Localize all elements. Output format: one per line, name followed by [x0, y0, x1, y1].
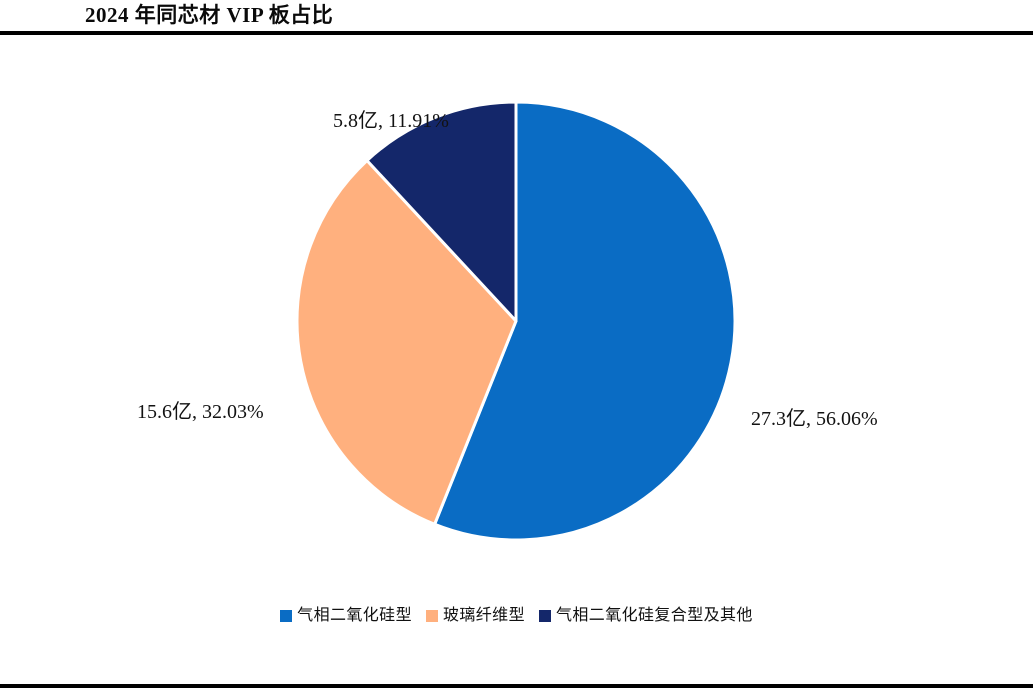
header-divider	[0, 31, 1033, 35]
data-label-slice-3: 5.8亿, 11.91%	[333, 110, 449, 132]
data-label-slice-2: 15.6亿, 32.03%	[137, 401, 264, 423]
legend-swatch-icon-2	[425, 610, 438, 622]
legend-item-2[interactable]: 玻璃纤维型	[425, 607, 525, 625]
pie-slice-2[interactable]	[295, 159, 518, 526]
pie-chart-svg	[295, 100, 737, 542]
legend-label-1: 气相二氧化硅型	[297, 607, 412, 624]
legend-item-3[interactable]: 气相二氧化硅复合型及其他	[539, 607, 753, 625]
data-label-slice-1: 27.3亿, 56.06%	[751, 408, 878, 430]
page-title: 2024 年同芯材 VIP 板占比	[85, 3, 334, 27]
legend-item-1[interactable]: 气相二氧化硅型	[280, 607, 412, 625]
pie-slice-3[interactable]	[365, 100, 518, 323]
legend-swatch-icon-3	[539, 610, 551, 622]
legend-label-3: 气相二氧化硅复合型及其他	[556, 607, 753, 624]
footer-divider	[0, 684, 1033, 688]
legend-label-2: 玻璃纤维型	[442, 607, 525, 624]
pie-slice-1[interactable]	[433, 100, 737, 542]
legend-swatch-icon-1	[280, 610, 293, 622]
pie-chart-plot-area: 5.8亿, 11.91% 15.6亿, 32.03% 27.3亿, 56.06%	[0, 35, 1033, 595]
pie-slice-group	[295, 100, 737, 542]
chart-legend: 气相二氧化硅型 玻璃纤维型 气相二氧化硅复合型及其他	[0, 607, 1033, 625]
